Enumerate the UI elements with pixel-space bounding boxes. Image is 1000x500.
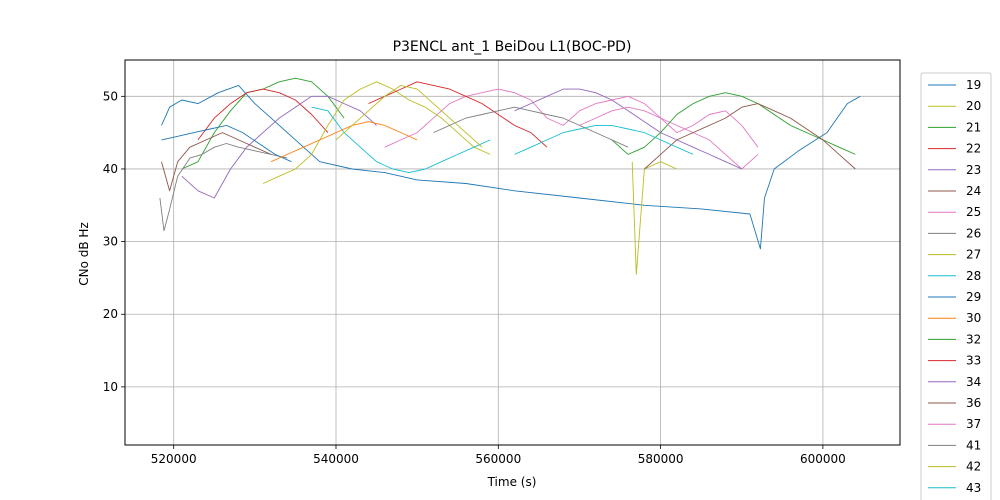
y-axis-label: CNo dB Hz xyxy=(77,222,91,286)
legend-entry-label: 29 xyxy=(966,290,981,304)
legend-entry-label: 20 xyxy=(966,99,981,113)
legend-entry-label: 26 xyxy=(966,226,981,240)
legend: 19 20 21 22 23 24 25 26 27 28 29 30 32 33 34 36 37 41 42 43 xyxy=(920,72,992,500)
y-tick-label: 50 xyxy=(103,89,118,103)
series-line-43 xyxy=(514,124,694,155)
x-tick-label: 520000 xyxy=(151,452,197,466)
series-line-33 xyxy=(368,81,548,148)
legend-entry-label: 27 xyxy=(966,248,981,262)
series-line-29 xyxy=(161,124,292,163)
series-line-41 xyxy=(433,106,629,148)
legend-entry-label: 33 xyxy=(966,354,981,368)
series-line-23 xyxy=(181,95,377,199)
legend-entry-label: 21 xyxy=(966,120,981,134)
x-tick-label: 600000 xyxy=(800,452,846,466)
legend-entry-label: 28 xyxy=(966,269,981,283)
legend-box xyxy=(920,72,992,500)
ticks: 520000 540000 560000 580000 600000 10 20 30 40 50 xyxy=(103,89,846,466)
series-line-22 xyxy=(197,88,329,141)
plot-frame xyxy=(124,59,901,446)
series-line-26 xyxy=(159,143,288,232)
series-line-36 xyxy=(644,103,856,170)
legend-entry-label: 41 xyxy=(966,438,981,452)
series-line-32 xyxy=(611,92,856,155)
legend-entry-label: 32 xyxy=(966,332,981,346)
series-line-19 xyxy=(161,84,861,250)
series-line-28 xyxy=(311,106,491,174)
series-line-25 xyxy=(384,88,759,170)
chart-title: P3ENCL ant_1 BeiDou L1(BOC-PD) xyxy=(393,39,632,55)
legend-entry-label: 43 xyxy=(966,481,981,495)
x-axis-label: Time (s) xyxy=(487,475,537,489)
plot-lines xyxy=(159,77,861,275)
legend-entry-label: 25 xyxy=(966,205,981,219)
legend-entry-label: 42 xyxy=(966,460,981,474)
x-tick-label: 580000 xyxy=(638,452,684,466)
x-tick-label: 540000 xyxy=(313,452,359,466)
y-tick-label: 10 xyxy=(103,380,118,394)
series-line-42 xyxy=(335,84,483,148)
series-line-24 xyxy=(161,132,272,192)
legend-entry-label: 37 xyxy=(966,417,981,431)
legend-entry-label: 24 xyxy=(966,184,981,198)
y-tick-label: 30 xyxy=(103,235,118,249)
x-tick-label: 560000 xyxy=(475,452,521,466)
y-tick-label: 40 xyxy=(103,162,118,176)
series-line-34 xyxy=(514,88,742,170)
legend-entry-label: 23 xyxy=(966,163,981,177)
legend-entry-label: 22 xyxy=(966,142,981,156)
legend-entry-label: 30 xyxy=(966,311,981,325)
grid xyxy=(125,60,900,445)
legend-entry-label: 19 xyxy=(966,78,981,92)
legend-entry-label: 36 xyxy=(966,396,981,410)
series-line-37 xyxy=(579,106,759,148)
series-line-30 xyxy=(270,121,418,163)
y-tick-label: 20 xyxy=(103,307,118,321)
series-line-27 xyxy=(262,81,491,184)
legend-entry-label: 34 xyxy=(966,375,981,389)
